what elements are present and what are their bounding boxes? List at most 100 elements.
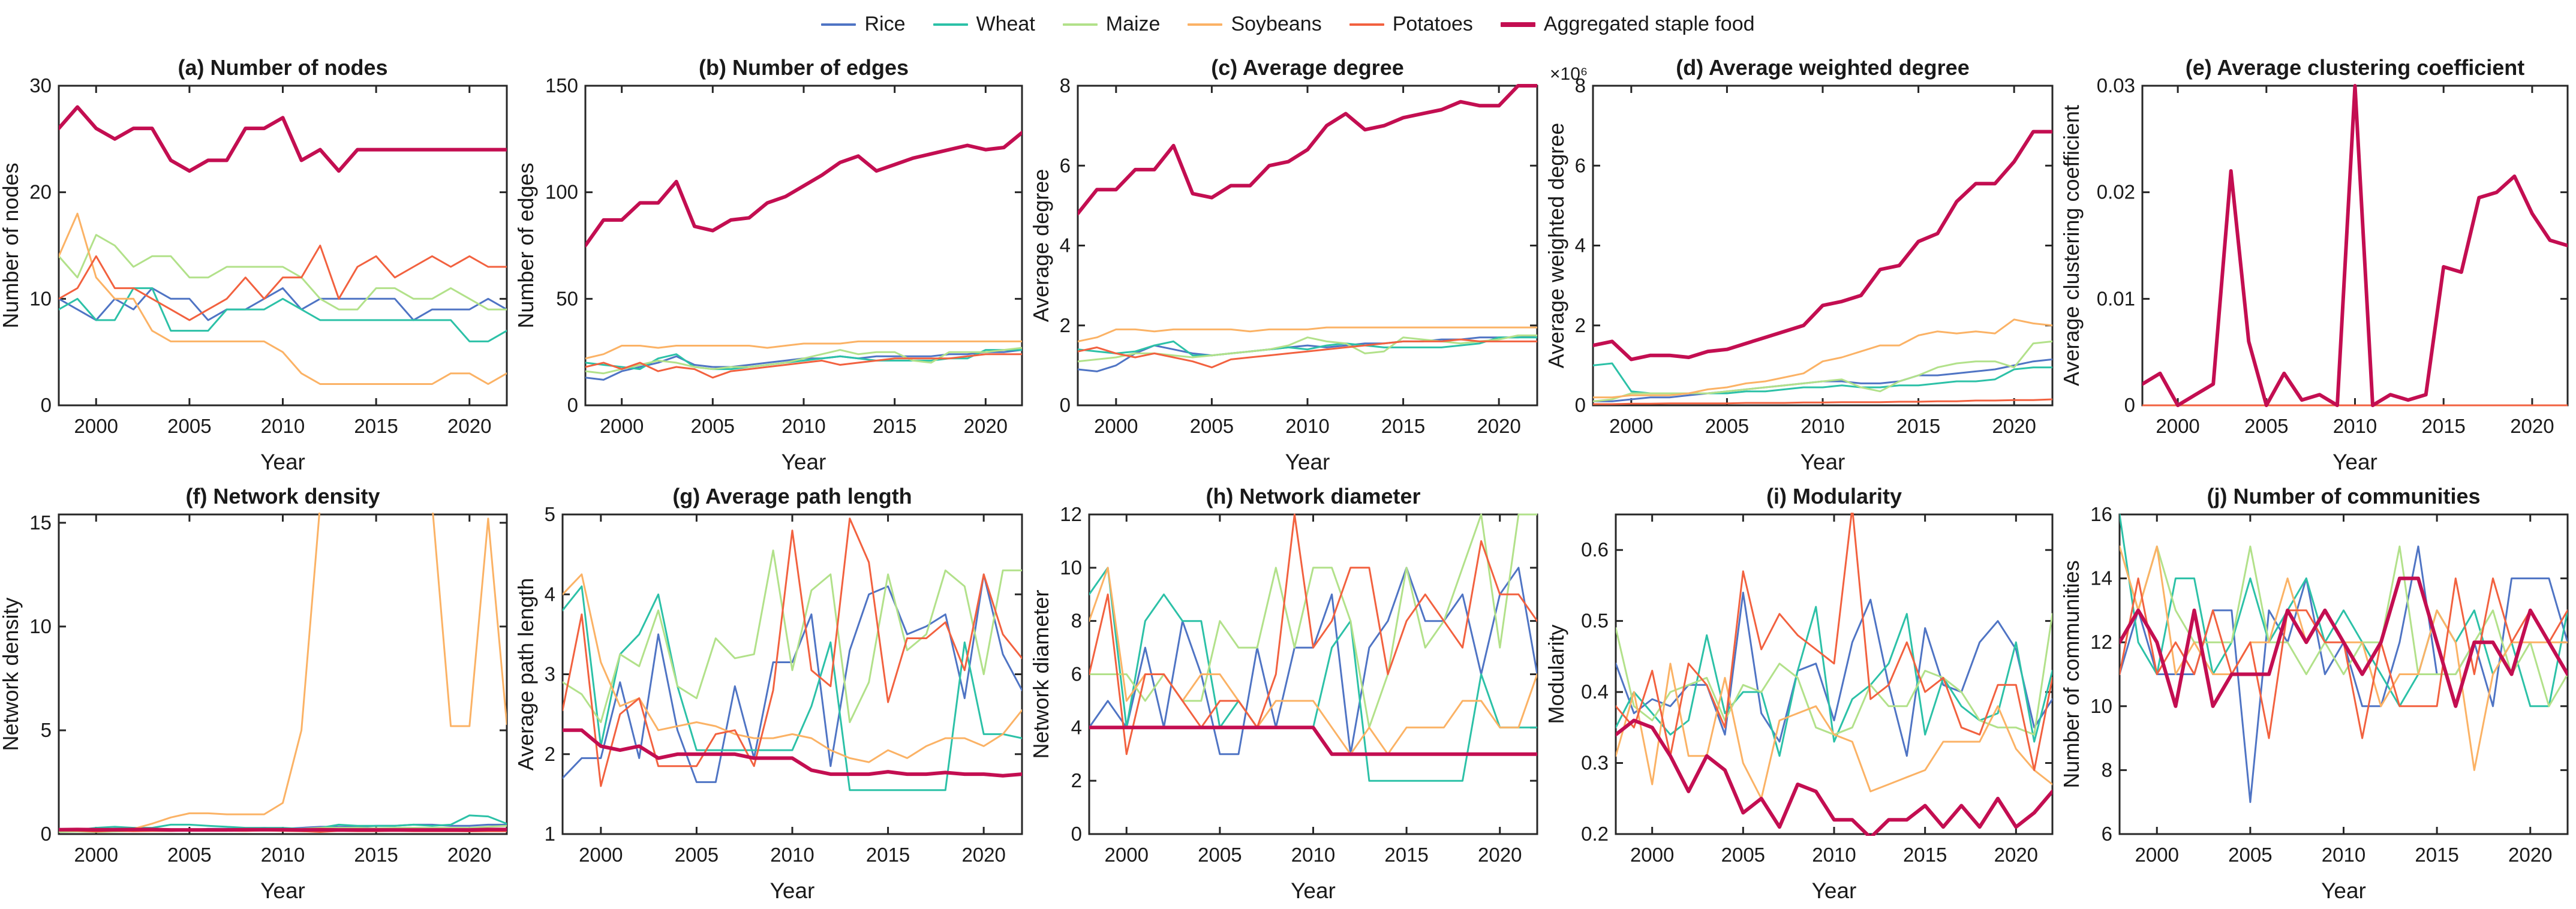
x-axis-label-g: Year xyxy=(770,878,815,903)
x-tick-label: 2010 xyxy=(261,415,305,437)
x-axis-label-j: Year xyxy=(2321,878,2366,903)
series-line-potatoes xyxy=(1593,398,2052,405)
legend-item-potatoes: Potatoes xyxy=(1349,13,1473,36)
y-tick-label: 0.6 xyxy=(1581,538,1609,561)
y-tick-label: 150 xyxy=(545,74,578,97)
y-tick-label: 1 xyxy=(545,823,555,845)
y-tick-label: 0.01 xyxy=(2097,287,2135,309)
y-tick-label: 12 xyxy=(2090,631,2112,653)
legend-swatch-potatoes xyxy=(1349,23,1384,26)
chart-title-c: (c) Average degree xyxy=(1211,55,1403,80)
series-line-aggregated-staple-food xyxy=(563,728,1022,778)
tick-marks-a xyxy=(59,85,507,407)
series-line-aggregated-staple-food xyxy=(1593,130,2052,362)
legend-item-maize: Maize xyxy=(1062,13,1160,36)
tick-marks-c xyxy=(1078,85,1537,407)
x-tick-label: 2000 xyxy=(2156,415,2199,437)
legend-item-aggregated-staple-food: Aggregated staple food xyxy=(1500,13,1755,36)
y-tick-label: 2 xyxy=(1060,314,1071,336)
y-tick-label: 6 xyxy=(1060,154,1071,176)
y-tick-label: 4 xyxy=(1071,716,1082,738)
chart-title-i: (i) Modularity xyxy=(1766,484,1902,508)
x-tick-label: 2010 xyxy=(2322,844,2365,866)
x-tick-label: 2015 xyxy=(1903,844,1947,866)
series-line-rice xyxy=(585,349,1022,381)
axes-frame-d xyxy=(1592,85,2054,407)
x-tick-label: 2000 xyxy=(1105,844,1149,866)
x-tick-label: 2005 xyxy=(1721,844,1765,866)
x-tick-label: 2020 xyxy=(1994,844,2038,866)
legend-label-potatoes: Potatoes xyxy=(1392,13,1473,35)
x-tick-label: 2005 xyxy=(167,415,211,437)
x-tick-label: 2005 xyxy=(675,844,719,866)
x-tick-label: 2005 xyxy=(2228,844,2272,866)
chart-cell-e: (e) Average clustering coefficient 2000 20… xyxy=(2059,49,2576,477)
y-axis-label-a: Number of nodes xyxy=(0,162,23,328)
axes-frame-c xyxy=(1077,85,1538,407)
y-axis-label-g: Average path length xyxy=(515,578,538,771)
y-tick-label: 0.02 xyxy=(2097,181,2135,203)
tick-marks-i xyxy=(1616,514,2052,835)
series-line-potatoes xyxy=(1089,513,1537,756)
y-tick-label: 3 xyxy=(545,663,555,685)
x-tick-label: 2015 xyxy=(2421,415,2465,437)
y-tick-label: 10 xyxy=(1060,556,1082,579)
series-line-potatoes xyxy=(563,517,1022,787)
y-axis-label-c: Average degree xyxy=(1030,169,1053,323)
series-line-wheat xyxy=(1593,362,2052,395)
x-tick-label: 2020 xyxy=(447,844,491,866)
y-axis-label-d: Average weighted degree xyxy=(1546,123,1568,369)
series-line-wheat xyxy=(59,287,507,342)
series-line-potatoes xyxy=(59,245,507,321)
legend-label-rice: Rice xyxy=(864,13,906,35)
y-tick-label: 0.2 xyxy=(1581,823,1609,845)
series-line-aggregated-staple-food xyxy=(2142,84,2568,407)
y-tick-label: 16 xyxy=(2090,503,2112,525)
series-line-maize xyxy=(2120,545,2568,708)
series-line-maize xyxy=(563,549,1022,723)
y-tick-label: 6 xyxy=(2102,823,2112,845)
y-tick-label: 8 xyxy=(1575,74,1586,97)
series-line-rice xyxy=(563,573,1022,783)
tick-marks-f xyxy=(59,514,507,835)
chart-cell-b: (b) Number of edges 2000 2005 2010 2015 2020 0… xyxy=(513,49,1030,477)
chart-cell-g: (g) Average path length 2000 2005 2010 2015 2… xyxy=(513,477,1030,906)
axes-frame-g xyxy=(561,513,1023,835)
chart-cell-j: (j) Number of communities 2000 2005 2010 201… xyxy=(2059,477,2576,906)
x-tick-label: 2020 xyxy=(1477,415,1520,437)
chart-j: (j) Number of communities 2000 2005 2010 201… xyxy=(2059,484,2569,903)
x-tick-label: 2010 xyxy=(1285,415,1329,437)
y-tick-label: 4 xyxy=(1575,234,1586,257)
x-tick-label: 2010 xyxy=(770,844,814,866)
series-line-rice xyxy=(1616,591,2052,757)
y-tick-label: 0 xyxy=(41,394,52,416)
chart-grid: (a) Number of nodes 2000 2005 2010 2015 2020 0… xyxy=(0,49,2576,906)
x-tick-label: 2000 xyxy=(1609,415,1653,437)
tick-marks-g xyxy=(563,513,1022,835)
x-tick-label: 2000 xyxy=(1630,844,1674,866)
tick-marks-d xyxy=(1593,85,2052,407)
y-tick-label: 2 xyxy=(1575,314,1586,336)
series-line-maize xyxy=(1593,340,2052,402)
chart-cell-i: (i) Modularity 2000 2005 2010 2015 2020 0.2 0.3… xyxy=(1544,477,2061,906)
y-tick-label: 0.03 xyxy=(2097,74,2135,97)
y-tick-label: 10 xyxy=(29,287,52,309)
x-tick-label: 2010 xyxy=(781,415,825,437)
chart-cell-a: (a) Number of nodes 2000 2005 2010 2015 2020 0… xyxy=(0,49,515,477)
x-tick-label: 2020 xyxy=(447,415,491,437)
chart-cell-d: (d) Average weighted degree ×10⁶ 2000 2005 2… xyxy=(1544,49,2061,477)
x-tick-label: 2000 xyxy=(600,415,644,437)
y-tick-label: 100 xyxy=(545,181,578,203)
series-line-potatoes xyxy=(1078,338,1537,369)
y-tick-label: 0 xyxy=(1575,394,1586,416)
chart-cell-h: (h) Network diameter 2000 2005 2010 2015 2020… xyxy=(1029,477,1546,906)
series-line-maize xyxy=(59,234,507,311)
x-tick-label: 2005 xyxy=(1190,415,1234,437)
y-tick-label: 8 xyxy=(2102,758,2112,781)
y-axis-label-f: Network density xyxy=(0,597,23,751)
x-tick-label: 2015 xyxy=(354,415,398,437)
x-tick-label: 2015 xyxy=(2415,844,2458,866)
x-tick-label: 2010 xyxy=(1801,415,1844,437)
